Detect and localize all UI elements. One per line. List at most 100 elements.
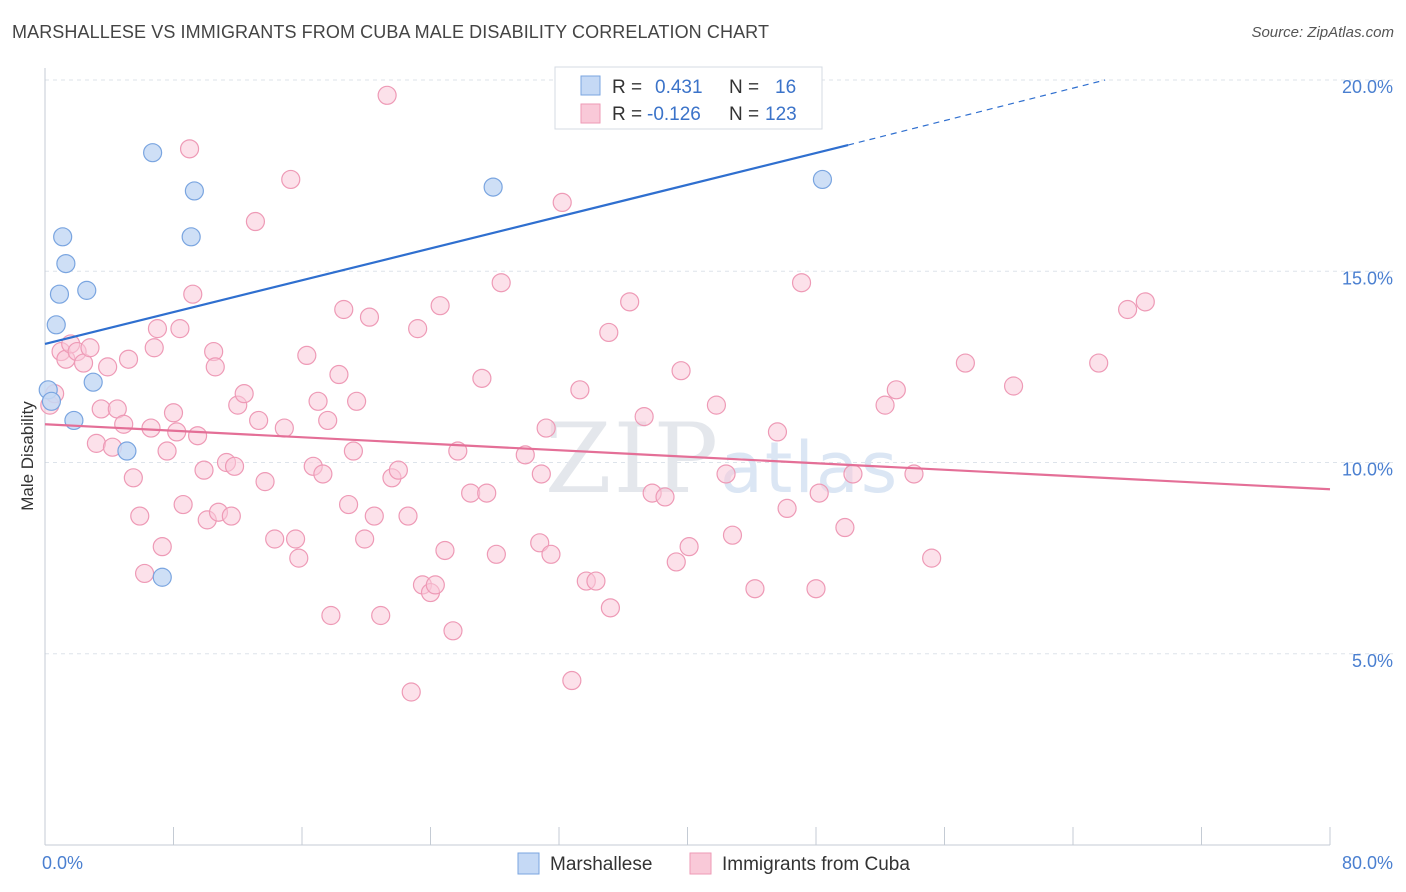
cuba-point-82 — [530, 533, 550, 553]
cuba-point-16 — [130, 506, 150, 526]
bottom-legend-label-cuba: Immigrants from Cuba — [722, 854, 910, 875]
cuba-point-65 — [388, 460, 408, 480]
cuba-point-59 — [355, 529, 375, 549]
cuba-point-98 — [671, 361, 691, 381]
cuba-point-21 — [152, 537, 172, 557]
cuba-point-20 — [147, 319, 168, 339]
cuba-point-40 — [245, 211, 266, 232]
cuba-point-77 — [472, 368, 492, 388]
cuba-point-53 — [321, 605, 341, 626]
source-label: Source: ZipAtlas.com — [1251, 24, 1394, 41]
cuba-point-78 — [477, 483, 497, 503]
marshallese-point-13 — [184, 181, 204, 201]
correlation-legend: R = 0.431 N = 16 R = -0.126 N = 123 — [554, 66, 823, 130]
cuba-point-48 — [297, 345, 317, 365]
cuba-point-92 — [600, 598, 621, 618]
cuba-point-52 — [318, 410, 338, 431]
cuba-point-111 — [875, 395, 895, 415]
cuba-point-74 — [443, 621, 463, 641]
cuba-point-83 — [531, 464, 551, 484]
cuba-point-103 — [745, 579, 765, 599]
cuba-point-8 — [86, 433, 107, 453]
legend-r-value-1: 0.431 — [655, 77, 703, 98]
y-tick-label-10: 10.0% — [1342, 460, 1393, 480]
y-tick-label-5: 5.0% — [1352, 651, 1393, 671]
cuba-point-42 — [255, 472, 275, 492]
cuba-point-26 — [173, 494, 193, 515]
cuba-point-23 — [163, 403, 184, 423]
cuba-point-36 — [221, 506, 241, 526]
points-layer — [38, 85, 1155, 702]
cuba-point-115 — [955, 353, 975, 373]
bottom-legend-label-marshallese: Marshallese — [550, 854, 652, 875]
watermark-atlas: atlas — [720, 427, 899, 509]
cuba-point-61 — [364, 506, 384, 526]
marshallese-trend-extension — [847, 79, 1106, 146]
watermark-zip: ZIP — [545, 403, 720, 515]
legend-n-label-2: N = — [729, 104, 759, 125]
cuba-point-71 — [425, 575, 445, 595]
cuba-point-104 — [767, 422, 788, 442]
marshallese-point-12 — [181, 227, 201, 247]
cuba-point-55 — [334, 299, 354, 320]
cuba-point-63 — [377, 85, 397, 105]
cuba-point-15 — [123, 468, 143, 488]
cuba-point-54 — [329, 364, 349, 385]
trend-layer — [44, 79, 1331, 491]
cuba-point-81 — [515, 445, 535, 465]
marshallese-point-14 — [483, 177, 503, 197]
cuba-point-112 — [886, 380, 906, 400]
cuba-point-62 — [371, 605, 391, 626]
cuba-point-43 — [265, 529, 285, 549]
legend-swatch-marshallese — [580, 75, 601, 96]
cuba-point-90 — [586, 571, 606, 591]
marshallese-point-2 — [46, 315, 66, 335]
cuba-point-101 — [716, 464, 736, 484]
cuba-trend-line — [44, 423, 1331, 491]
cuba-point-119 — [1135, 292, 1155, 312]
cuba-point-60 — [359, 307, 380, 327]
cuba-point-17 — [134, 563, 155, 584]
marshallese-point-1 — [41, 391, 62, 411]
cuba-point-27 — [179, 139, 200, 159]
grid-layer: 5.0% 10.0% 15.0% 20.0% — [45, 77, 1393, 671]
cuba-point-14 — [118, 349, 139, 369]
cuba-point-29 — [187, 426, 208, 446]
cuba-point-84 — [536, 418, 556, 438]
cuba-point-87 — [562, 670, 582, 691]
cuba-point-41 — [249, 410, 269, 431]
cuba-point-110 — [843, 464, 863, 484]
cuba-point-25 — [170, 319, 190, 339]
cuba-point-107 — [806, 579, 826, 599]
cuba-point-94 — [634, 407, 654, 427]
legend-r-label-1: R = — [612, 77, 642, 98]
x-tick-label-min: 0.0% — [42, 853, 83, 873]
marshallese-point-5 — [56, 254, 76, 274]
legend-n-value-2: 123 — [765, 104, 797, 125]
cuba-point-109 — [835, 517, 855, 538]
chart-title: MARSHALLESE VS IMMIGRANTS FROM CUBA MALE… — [12, 22, 770, 42]
marshallese-trend-line — [44, 143, 849, 345]
cuba-point-97 — [666, 552, 686, 572]
cuba-point-93 — [620, 292, 640, 312]
marshallese-point-9 — [117, 441, 137, 461]
y-axis-label: Male Disability — [18, 401, 37, 511]
cuba-point-7 — [80, 338, 100, 358]
cuba-point-75 — [448, 441, 468, 461]
cuba-point-106 — [791, 273, 812, 293]
cuba-point-105 — [777, 498, 797, 518]
marshallese-point-7 — [77, 280, 97, 300]
cuba-point-86 — [552, 192, 572, 212]
cuba-point-39 — [234, 384, 254, 404]
marshallese-point-15 — [812, 169, 833, 190]
series-legend: Marshallese Immigrants from Cuba — [517, 852, 910, 875]
cuba-point-118 — [1118, 299, 1138, 320]
cuba-point-108 — [809, 483, 829, 503]
cuba-point-22 — [157, 441, 177, 461]
cuba-point-9 — [91, 399, 111, 419]
cuba-point-13 — [114, 414, 134, 434]
cuba-point-72 — [430, 296, 450, 316]
marshallese-point-11 — [152, 567, 172, 587]
cuba-point-96 — [655, 487, 675, 507]
